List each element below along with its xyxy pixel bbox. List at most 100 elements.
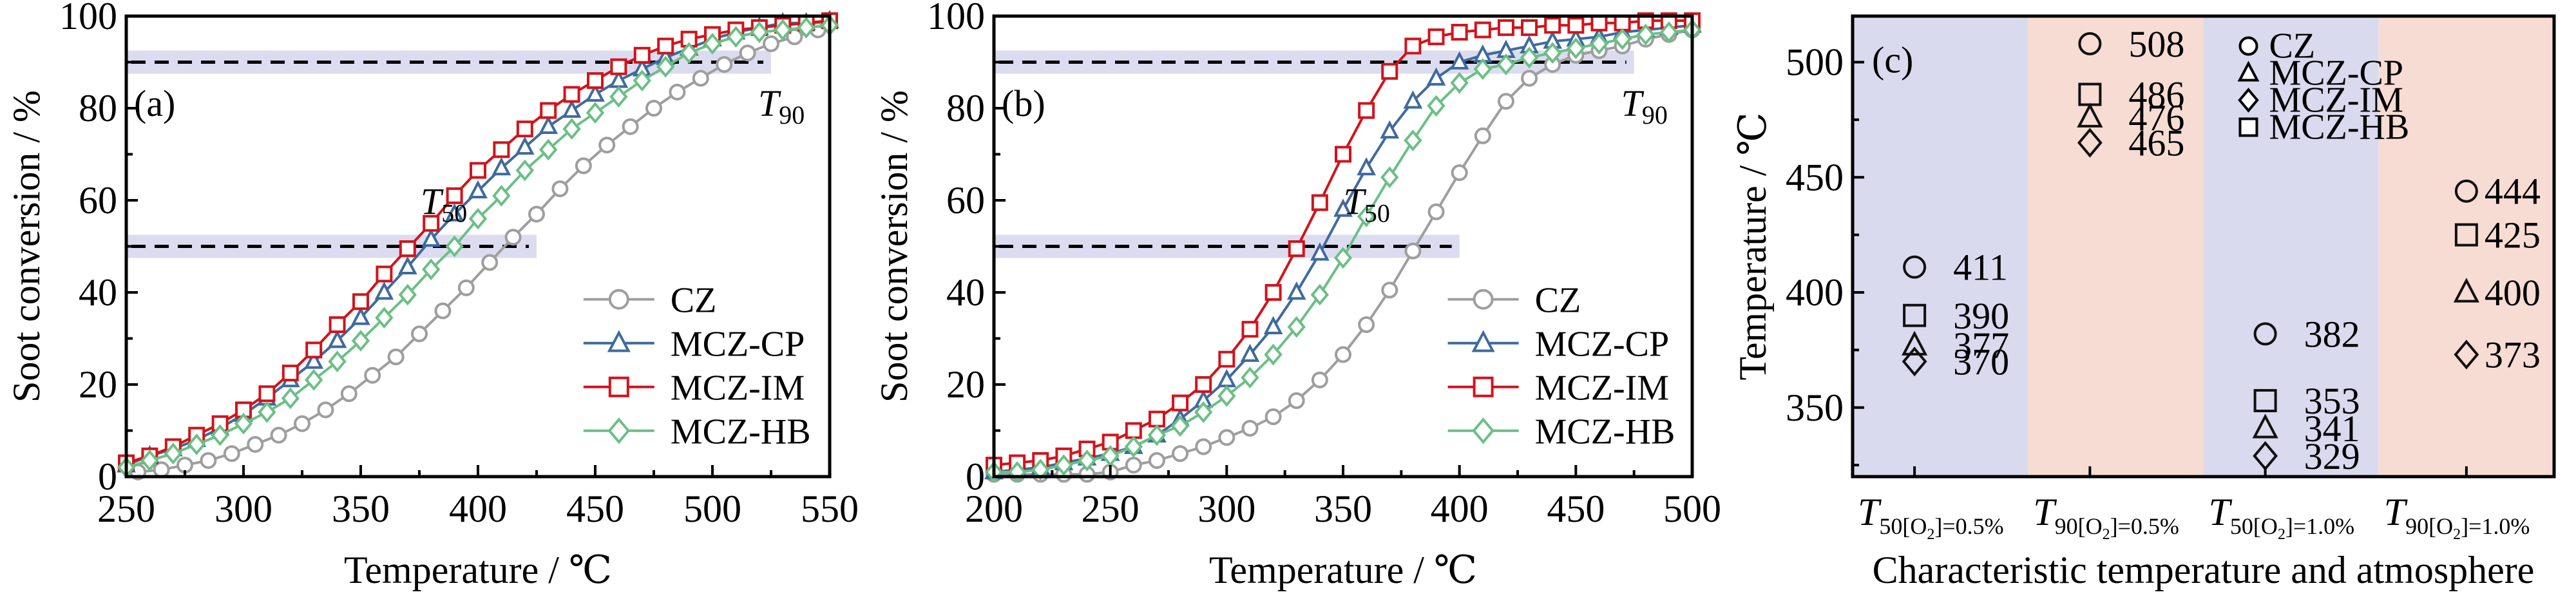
- value-label: 353: [2304, 380, 2360, 422]
- y-tick-label: 0: [98, 455, 117, 498]
- data-point-cz: [1521, 70, 1538, 87]
- panel-label: (b): [1002, 82, 1045, 124]
- y-tick-label: 80: [946, 87, 985, 129]
- data-point-cz: [1172, 445, 1189, 462]
- y-tick-label: 60: [79, 179, 117, 222]
- data-point-cz: [457, 279, 475, 296]
- legend-marker-mcz-im: [608, 376, 629, 397]
- data-point-mcz-im: [2077, 128, 2103, 158]
- data-point-mcz-hb: [1357, 205, 1376, 227]
- x-tick-label: 250: [1082, 488, 1140, 530]
- legend-marker-mcz-im: [2238, 88, 2259, 113]
- legend-marker-cz: [608, 289, 629, 310]
- data-point-mcz-cp: [327, 330, 347, 348]
- legend-marker-mcz-cp: [2237, 61, 2260, 82]
- data-point-mcz-im: [376, 265, 393, 283]
- category-subscript-3: ]=0.5%: [2110, 513, 2179, 539]
- reference-band: [994, 234, 1460, 258]
- data-point-cz: [1311, 371, 1328, 388]
- data-point-mcz-hb: [281, 387, 300, 410]
- data-point-mcz-hb: [750, 21, 768, 43]
- legend-label: MCZ-HB: [671, 412, 811, 452]
- data-point-cz: [1427, 203, 1445, 220]
- data-point-mcz-cp: [1357, 157, 1376, 176]
- data-point-cz: [2078, 32, 2102, 55]
- data-point-cz: [528, 205, 545, 223]
- panel-b-conversion-chart: 200 250 300 350 400 450 500 0 20 40 60 80 100 Tempera…: [873, 0, 1721, 591]
- t90-annotation: T90: [758, 82, 805, 129]
- data-point-mcz-im: [1427, 28, 1445, 46]
- data-point-mcz-im: [1614, 14, 1631, 32]
- data-point-cz: [575, 157, 592, 175]
- data-point-cz: [247, 435, 264, 453]
- data-point-mcz-im: [1195, 376, 1212, 393]
- data-point-cz: [2253, 322, 2277, 346]
- y-tick-label: 450: [1786, 156, 1844, 198]
- data-point-mcz-im: [352, 293, 369, 310]
- data-point-mcz-im: [1148, 410, 1165, 428]
- data-point-mcz-hb: [1287, 316, 1306, 338]
- data-point-mcz-hb: [351, 330, 370, 352]
- category-band: [2203, 16, 2379, 477]
- y-tick-label: 20: [79, 363, 117, 406]
- data-point-mcz-hb: [375, 307, 394, 329]
- plot-frame: [1851, 14, 2556, 479]
- value-label: 329: [2304, 435, 2360, 477]
- value-label: 370: [1953, 341, 2009, 383]
- data-point-cz: [551, 180, 569, 198]
- data-point-cz: [1264, 408, 1282, 426]
- data-point-mcz-cp: [2453, 278, 2479, 303]
- data-point-mcz-hb: [1217, 385, 1236, 407]
- data-point-cz: [1125, 457, 1142, 474]
- data-point-mcz-im: [1335, 146, 1351, 163]
- data-point-cz: [669, 83, 686, 100]
- data-point-mcz-hb: [1590, 33, 1608, 55]
- y-tick-label: 100: [59, 0, 117, 37]
- data-point-mcz-cp: [1380, 120, 1400, 139]
- category-subscript-2: 2: [2453, 526, 2461, 543]
- data-point-mcz-im: [1125, 422, 1142, 439]
- data-point-mcz-im: [1264, 284, 1282, 301]
- data-point-mcz-cp: [351, 307, 370, 325]
- data-point-mcz-cp: [397, 256, 417, 275]
- value-label: 508: [2128, 23, 2184, 65]
- data-point-mcz-hb: [1194, 401, 1213, 423]
- category-subscript-3: ]=0.5%: [1934, 513, 2003, 539]
- data-point-mcz-im: [1172, 394, 1189, 412]
- data-point-mcz-hb: [586, 102, 605, 124]
- legend-marker-mcz-im: [1473, 376, 1494, 397]
- data-point-mcz-hb: [492, 184, 511, 207]
- panel-a-conversion-chart: 250 300 350 400 450 500 550 0 20 40 60 80 100 Tempera…: [5, 0, 859, 591]
- x-tick-label: 500: [683, 488, 741, 530]
- data-point-mcz-cp: [1263, 316, 1283, 334]
- data-point-mcz-hb: [1124, 435, 1143, 458]
- category-band: [2028, 16, 2204, 477]
- data-point-mcz-hb: [609, 86, 628, 108]
- data-point-mcz-im: [2454, 339, 2479, 370]
- data-point-mcz-hb: [1310, 283, 1330, 306]
- category-subscript: 50[O: [1879, 513, 1927, 539]
- data-point-mcz-cp: [1426, 67, 1446, 86]
- category-label: T90[O2]=1.0%: [2384, 491, 2530, 543]
- legend-label: MCZ-CP: [2269, 53, 2404, 93]
- data-point-mcz-hb: [1241, 366, 1259, 389]
- t50-subscript: 50: [441, 198, 467, 227]
- data-point-mcz-hb: [1543, 42, 1562, 64]
- legend-marker-mcz-hb: [1472, 417, 1494, 444]
- data-point-mcz-hb: [2454, 223, 2478, 247]
- data-point-mcz-cp: [539, 115, 558, 134]
- data-point-mcz-im: [610, 58, 627, 75]
- data-point-mcz-cp: [468, 180, 488, 199]
- y-axis-title: Soot conversion / %: [873, 90, 915, 403]
- data-point-mcz-hb: [1520, 46, 1539, 69]
- value-label: 341: [2304, 408, 2360, 450]
- data-point-mcz-im: [305, 341, 323, 359]
- data-point-mcz-cp: [421, 228, 441, 247]
- y-tick-label: 40: [946, 271, 985, 314]
- data-point-mcz-hb: [633, 70, 651, 91]
- y-tick-label: 20: [946, 363, 985, 406]
- legend-label: MCZ-IM: [2269, 80, 2403, 120]
- data-point-mcz-im: [1451, 24, 1468, 41]
- x-tick-label: 300: [1197, 488, 1255, 530]
